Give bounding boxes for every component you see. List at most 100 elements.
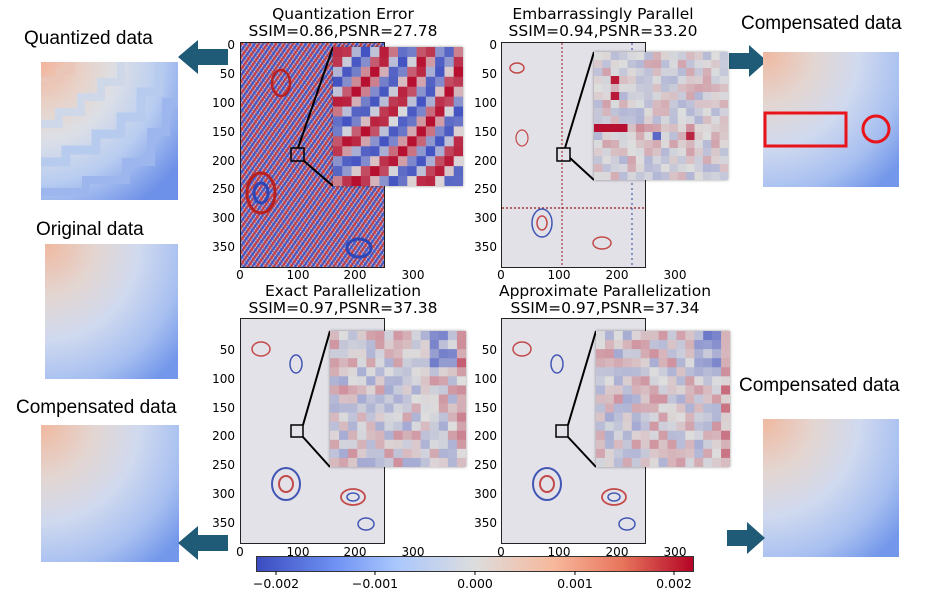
compensated-data-thumbnail-right-bottom	[763, 419, 899, 557]
inset-cell	[702, 132, 712, 141]
y-tick: 300	[212, 487, 235, 501]
inset-cell	[339, 331, 349, 341]
inset-cell	[357, 421, 367, 432]
inset-cell	[456, 358, 466, 368]
inset-cell	[370, 96, 380, 108]
inset-cell	[658, 349, 668, 359]
inset-cell	[444, 176, 455, 186]
inset-cell	[602, 84, 612, 93]
inset-cell	[635, 116, 645, 125]
inset-cell	[622, 421, 633, 432]
inset-cell	[667, 358, 677, 368]
inset-cell	[407, 96, 418, 108]
inset-cell	[644, 172, 654, 180]
inset-cell	[333, 56, 343, 68]
zoom-box	[556, 147, 571, 162]
inset-cell	[694, 376, 704, 386]
inset-cell	[435, 76, 445, 88]
inset-cell	[420, 457, 431, 467]
inset-cell	[444, 106, 455, 117]
inset-cell	[631, 394, 642, 405]
inset-cell	[613, 349, 624, 359]
inset-cell	[370, 86, 380, 98]
zoom-line	[569, 157, 595, 181]
inset-cell	[388, 176, 399, 186]
inset-cell	[613, 439, 624, 450]
inset-cell	[333, 66, 343, 78]
inset-cell	[333, 116, 343, 127]
inset-cell	[635, 124, 645, 133]
inset-cell	[703, 430, 713, 441]
inset-cell	[360, 176, 371, 186]
inset-cell	[635, 140, 645, 149]
inset-cell	[596, 340, 606, 350]
inset-cell	[366, 385, 376, 395]
inset-cell	[388, 116, 399, 127]
inset-cell	[375, 358, 385, 368]
inset-cell	[330, 412, 340, 423]
inset-cell	[622, 340, 633, 350]
inset-cell	[375, 421, 385, 432]
inset-cell	[594, 100, 603, 109]
inset-cell	[635, 92, 645, 101]
inset-cell	[342, 66, 353, 78]
y-tick: 50	[481, 67, 497, 81]
inset-cell	[357, 349, 367, 359]
inset-cell	[640, 340, 651, 350]
inset-cell	[658, 448, 668, 459]
inset-cell	[721, 331, 730, 341]
inset-cell	[456, 340, 466, 350]
inset-cell	[677, 156, 687, 165]
inset-cell	[411, 430, 422, 441]
inset-cell	[375, 448, 385, 459]
inset-cell	[602, 52, 612, 61]
inset-cell	[667, 421, 677, 432]
inset-cell	[677, 100, 687, 109]
inset-cell	[420, 385, 431, 395]
inset-cell	[652, 100, 662, 109]
inset-cell	[719, 68, 728, 77]
x-tick: 300	[663, 268, 687, 282]
inset-cell	[703, 367, 713, 377]
inset-cell	[669, 52, 679, 61]
y-tick: 200	[474, 429, 497, 443]
inset-cell	[703, 358, 713, 368]
inset-cell	[596, 448, 606, 459]
inset-cell	[429, 385, 440, 395]
inset-cell	[393, 331, 404, 341]
inset-cell	[402, 430, 413, 441]
inset-cell	[425, 166, 436, 177]
inset-cell	[456, 376, 466, 386]
x-tick: 300	[401, 545, 425, 559]
y-tick: 300	[212, 211, 235, 225]
inset-cell	[342, 96, 353, 108]
zoom-line	[567, 330, 597, 426]
inset-cell	[610, 60, 620, 69]
inset-cell	[379, 76, 390, 88]
inset-cell	[661, 76, 670, 85]
inset-cell	[619, 52, 629, 61]
zoom-line	[297, 46, 334, 149]
inset-cell	[721, 412, 730, 423]
inset-cell	[685, 358, 695, 368]
inset-cell	[649, 457, 660, 467]
inset-cell	[661, 140, 670, 149]
inset-cell	[661, 172, 670, 180]
inset-cell	[613, 367, 624, 377]
inset-cell	[667, 412, 677, 423]
inset-cell	[379, 156, 390, 167]
inset-cell	[686, 164, 696, 173]
inset-cell	[694, 68, 704, 77]
panel-metrics-text: SSIM=0.97,PSNR=37.38	[248, 299, 438, 317]
inset-cell	[429, 376, 440, 386]
y-tick: 50	[219, 67, 235, 81]
inset-cell	[438, 376, 449, 386]
inset-cell	[703, 340, 713, 350]
inset-cell	[640, 457, 651, 467]
inset-cell	[453, 66, 463, 78]
inset-cell	[619, 132, 629, 141]
inset-cell	[694, 92, 704, 101]
inset-cell	[351, 156, 362, 167]
zoom-line	[303, 160, 334, 187]
